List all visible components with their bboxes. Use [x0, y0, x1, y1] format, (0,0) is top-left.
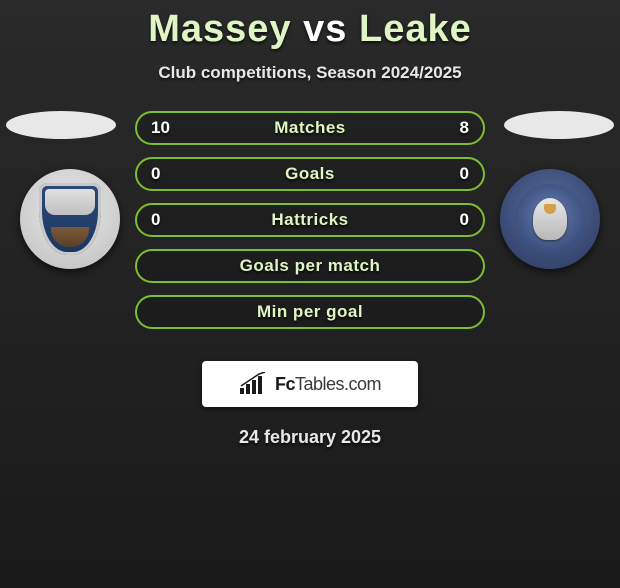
shield-icon — [39, 183, 101, 255]
player1-name: Massey — [148, 8, 291, 50]
stat-label: Hattricks — [137, 205, 483, 235]
stat-row-goals: 0 Goals 0 — [135, 157, 485, 191]
stat-label: Min per goal — [137, 297, 483, 327]
club-crest-left — [20, 169, 120, 269]
stat-label: Goals — [137, 159, 483, 189]
stat-rows: 10 Matches 8 0 Goals 0 0 Hattricks 0 Goa… — [135, 111, 485, 341]
subtitle: Club competitions, Season 2024/2025 — [0, 63, 620, 83]
shadow-ellipse-right — [504, 111, 614, 139]
brand-bold: Fc — [275, 374, 295, 394]
stat-row-gpm: Goals per match — [135, 249, 485, 283]
stat-right-value: 0 — [460, 159, 469, 189]
comparison-stage: 10 Matches 8 0 Goals 0 0 Hattricks 0 Goa… — [0, 111, 620, 351]
club-crest-right — [500, 169, 600, 269]
stat-label: Goals per match — [137, 251, 483, 281]
stat-row-mpg: Min per goal — [135, 295, 485, 329]
stat-right-value: 0 — [460, 205, 469, 235]
shadow-ellipse-left — [6, 111, 116, 139]
bars-icon — [239, 372, 269, 396]
vs-text: vs — [303, 8, 347, 50]
brand-badge: FcTables.com — [202, 361, 418, 407]
stat-label: Matches — [137, 113, 483, 143]
player2-name: Leake — [359, 8, 472, 50]
stat-right-value: 8 — [460, 113, 469, 143]
date-text: 24 february 2025 — [0, 427, 620, 448]
brand-text: FcTables.com — [275, 374, 381, 395]
page-title: Massey vs Leake — [0, 8, 620, 51]
stat-row-hattricks: 0 Hattricks 0 — [135, 203, 485, 237]
brand-rest: Tables.com — [295, 374, 381, 394]
stat-row-matches: 10 Matches 8 — [135, 111, 485, 145]
owl-icon — [515, 184, 585, 254]
